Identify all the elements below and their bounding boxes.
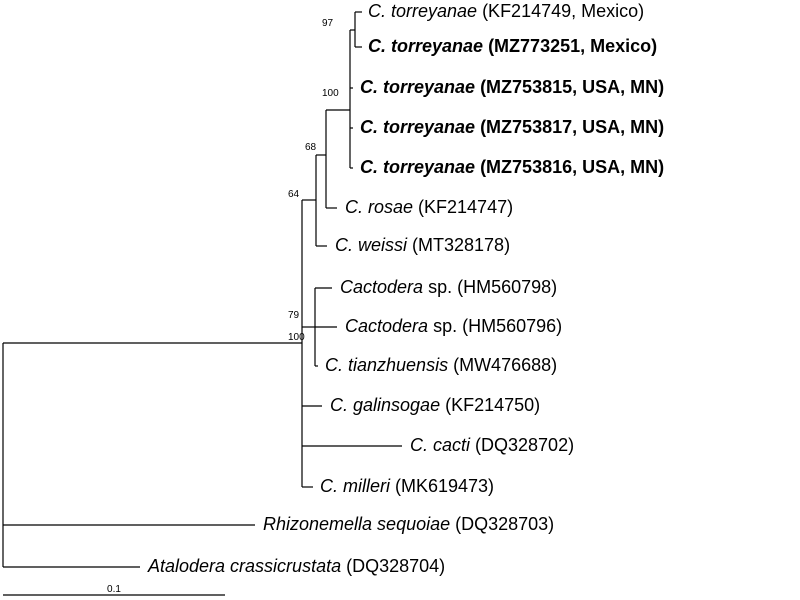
accession: sp. (HM560798) bbox=[428, 277, 557, 297]
taxon-name: C. rosae bbox=[345, 197, 413, 217]
taxon-name: C. cacti bbox=[410, 435, 471, 455]
taxon-label: Cactodera sp. (HM560796) bbox=[345, 316, 562, 336]
taxon-name: C. torreyanae bbox=[368, 36, 483, 56]
taxon-label: Atalodera crassicrustata (DQ328704) bbox=[147, 556, 445, 576]
support-value: 79 bbox=[288, 310, 300, 321]
support-value: 68 bbox=[305, 142, 317, 153]
taxon-name: C. torreyanae bbox=[360, 77, 475, 97]
branches bbox=[2, 11, 402, 596]
taxon-name: Cactodera bbox=[340, 277, 423, 297]
taxon-label: C. cacti (DQ328702) bbox=[410, 435, 574, 455]
taxon-label: C. torreyanae (MZ753817, USA, MN) bbox=[360, 117, 664, 137]
taxon-label: Cactodera sp. (HM560798) bbox=[340, 277, 557, 297]
taxon-label: C. torreyanae (MZ773251, Mexico) bbox=[368, 36, 657, 56]
accession: (KF214747) bbox=[418, 197, 513, 217]
support-value: 100 bbox=[322, 88, 339, 99]
taxon-label: C. torreyanae (MZ753815, USA, MN) bbox=[360, 77, 664, 97]
taxon-label: C. milleri (MK619473) bbox=[320, 476, 494, 496]
accession: (MZ753815, USA, MN) bbox=[480, 77, 664, 97]
accession: (MK619473) bbox=[395, 476, 494, 496]
accession: (MT328178) bbox=[412, 235, 510, 255]
accession: (DQ328702) bbox=[475, 435, 574, 455]
accession: (MZ753816, USA, MN) bbox=[480, 157, 664, 177]
taxon-name: C. torreyanae bbox=[368, 1, 477, 21]
taxon-name: C. milleri bbox=[320, 476, 391, 496]
accession: (MW476688) bbox=[453, 355, 557, 375]
taxon-name: Cactodera bbox=[345, 316, 428, 336]
taxon-label: C. rosae (KF214747) bbox=[345, 197, 513, 217]
accession: (MZ753817, USA, MN) bbox=[480, 117, 664, 137]
accession: sp. (HM560796) bbox=[433, 316, 562, 336]
accession: (KF214750) bbox=[445, 395, 540, 415]
taxon-label: C. torreyanae (MZ753816, USA, MN) bbox=[360, 157, 664, 177]
accession: (DQ328704) bbox=[346, 556, 445, 576]
scale-label: 0.1 bbox=[107, 584, 121, 595]
accession: (DQ328703) bbox=[455, 514, 554, 534]
taxon-name: C. tianzhuensis bbox=[325, 355, 448, 375]
taxon-label: C. weissi (MT328178) bbox=[335, 235, 510, 255]
taxon-name: C. weissi bbox=[335, 235, 408, 255]
taxon-label: C. torreyanae (KF214749, Mexico) bbox=[368, 1, 644, 21]
taxon-name: C. torreyanae bbox=[360, 117, 475, 137]
taxon-name: Atalodera crassicrustata bbox=[147, 556, 341, 576]
accession: (MZ773251, Mexico) bbox=[488, 36, 657, 56]
accession: (KF214749, Mexico) bbox=[482, 1, 644, 21]
taxon-label: C. tianzhuensis (MW476688) bbox=[325, 355, 557, 375]
support-value: 97 bbox=[322, 18, 334, 29]
taxon-label: Rhizonemella sequoiae (DQ328703) bbox=[263, 514, 554, 534]
support-value: 100 bbox=[288, 332, 305, 343]
taxon-name: C. galinsogae bbox=[330, 395, 440, 415]
support-value: 64 bbox=[288, 189, 300, 200]
taxon-label: C. galinsogae (KF214750) bbox=[330, 395, 540, 415]
taxon-name: Rhizonemella sequoiae bbox=[263, 514, 450, 534]
taxon-name: C. torreyanae bbox=[360, 157, 475, 177]
